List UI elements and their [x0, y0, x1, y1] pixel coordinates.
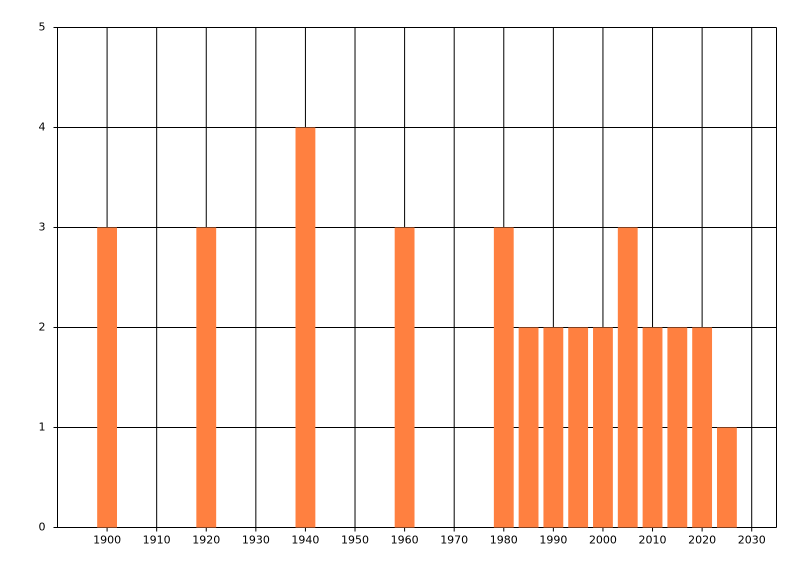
- y-tick-label: 5: [39, 21, 46, 34]
- x-tick-label: 1970: [440, 534, 468, 547]
- bar: [642, 327, 663, 528]
- x-tick-label: 1950: [341, 534, 369, 547]
- x-tick-label: 2000: [589, 534, 617, 547]
- bar: [518, 327, 539, 528]
- x-tick-label: 1920: [192, 534, 220, 547]
- x-tick-label: 1980: [490, 534, 518, 547]
- x-tick-label: 2020: [688, 534, 716, 547]
- y-tick-label: 3: [39, 221, 46, 234]
- bar: [394, 227, 415, 528]
- bar: [295, 127, 316, 528]
- x-tick-label: 1940: [291, 534, 319, 547]
- bar: [617, 227, 638, 528]
- x-tick-label: 2030: [738, 534, 766, 547]
- bar: [716, 427, 737, 528]
- x-tick-label: 1930: [242, 534, 270, 547]
- bar: [493, 227, 514, 528]
- bar: [196, 227, 217, 528]
- y-tick-label: 4: [39, 121, 46, 134]
- bar: [692, 327, 713, 528]
- y-tick-label: 2: [39, 321, 46, 334]
- x-tick-label: 1900: [93, 534, 121, 547]
- y-tick-label: 0: [39, 521, 46, 534]
- x-tick-label: 1960: [391, 534, 419, 547]
- x-tick-label: 2010: [639, 534, 667, 547]
- bar: [593, 327, 613, 528]
- x-tick-label: 1990: [539, 534, 567, 547]
- bar: [667, 327, 688, 528]
- bar: [97, 227, 118, 528]
- bar: [568, 327, 589, 528]
- y-tick-label: 1: [39, 421, 46, 434]
- bar: [543, 327, 564, 528]
- x-tick-label: 1910: [143, 534, 171, 547]
